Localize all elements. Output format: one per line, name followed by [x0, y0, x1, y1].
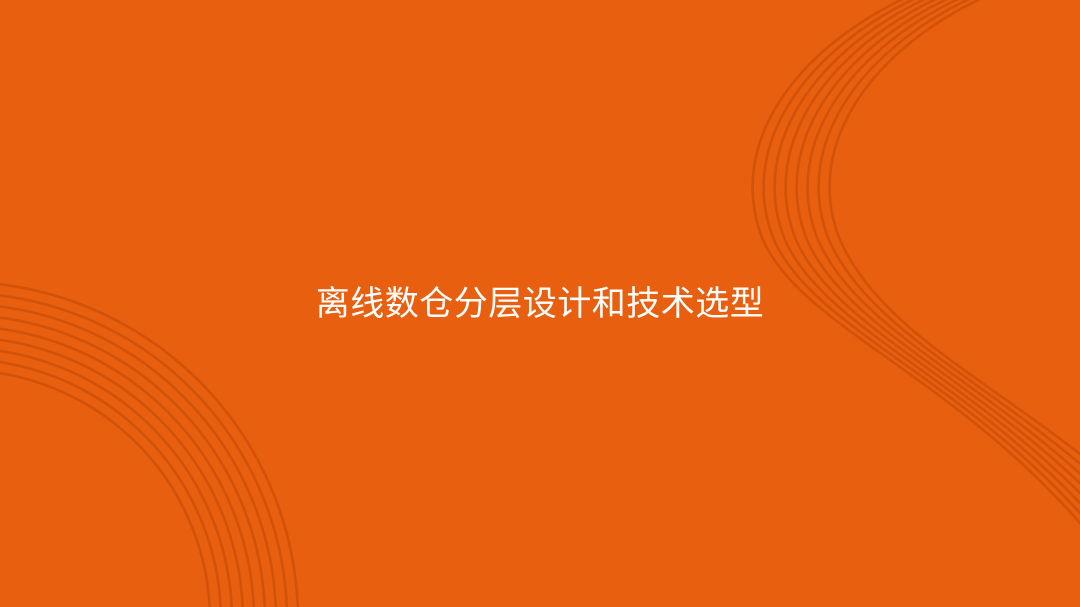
decor-arc-line [817, 0, 1080, 466]
slide-title: 离线数仓分层设计和技术选型 [315, 284, 765, 324]
decor-arc-line [828, 0, 1080, 456]
decor-arc-line [0, 316, 266, 607]
decor-arc-line [0, 338, 244, 607]
decor-arc-line [0, 283, 300, 607]
decor-arc-line [0, 294, 289, 607]
concentric-arcs-bottom-left-icon [0, 283, 300, 607]
decor-arc-line [0, 305, 278, 607]
decor-arc-line [0, 371, 211, 607]
decor-arc-line [751, 0, 1080, 526]
decor-arc-line [0, 360, 222, 607]
decor-arc-line [762, 0, 1080, 515]
decor-arc-line [784, 0, 1080, 495]
decor-arc-line [0, 327, 255, 607]
decor-arc-line [795, 0, 1080, 486]
decor-arc-line [773, 0, 1080, 505]
decor-arc-line [806, 0, 1080, 476]
decor-arc-line [0, 349, 233, 607]
concentric-arcs-top-right-icon [751, 0, 1080, 526]
